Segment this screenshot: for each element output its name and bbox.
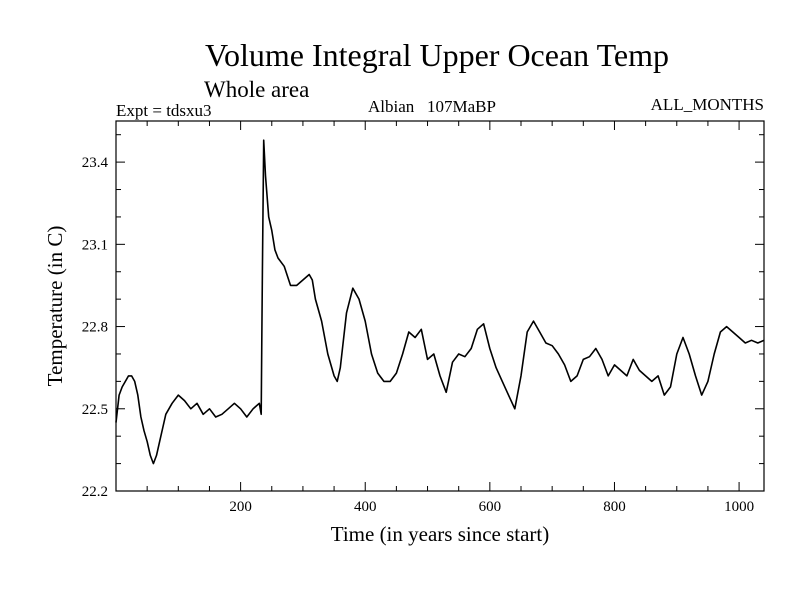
x-axis-label: Time (in years since start)	[331, 522, 550, 546]
annotation-months: ALL_MONTHS	[651, 95, 764, 114]
x-tick-label: 800	[603, 499, 626, 515]
x-tick-label: 1000	[724, 499, 754, 515]
tick-group	[116, 121, 764, 492]
series-line	[115, 139, 765, 465]
y-tick-label: 22.2	[82, 484, 108, 500]
y-axis-label: Temperature (in C)	[43, 226, 67, 387]
annotation-period: Albian 107MaBP	[368, 97, 496, 116]
plot-frame	[115, 120, 765, 492]
y-tick-label: 23.4	[82, 155, 109, 171]
annotation-experiment: Expt = tdsxu3	[116, 101, 212, 120]
series-group	[115, 139, 765, 465]
tick-label-group: 200 400 600 800 1000 22.2 22.5 22.8 23.1 23.4	[82, 155, 754, 515]
x-tick-label: 200	[229, 499, 252, 515]
chart-title: Volume Integral Upper Ocean Temp	[205, 37, 669, 73]
y-tick-label: 22.8	[82, 320, 108, 336]
y-tick-label: 23.1	[82, 237, 108, 253]
x-tick-label: 600	[479, 499, 502, 515]
chart-subtitle: Whole area	[204, 77, 309, 102]
y-tick-label: 22.5	[82, 402, 108, 418]
x-tick-label: 400	[354, 499, 377, 515]
